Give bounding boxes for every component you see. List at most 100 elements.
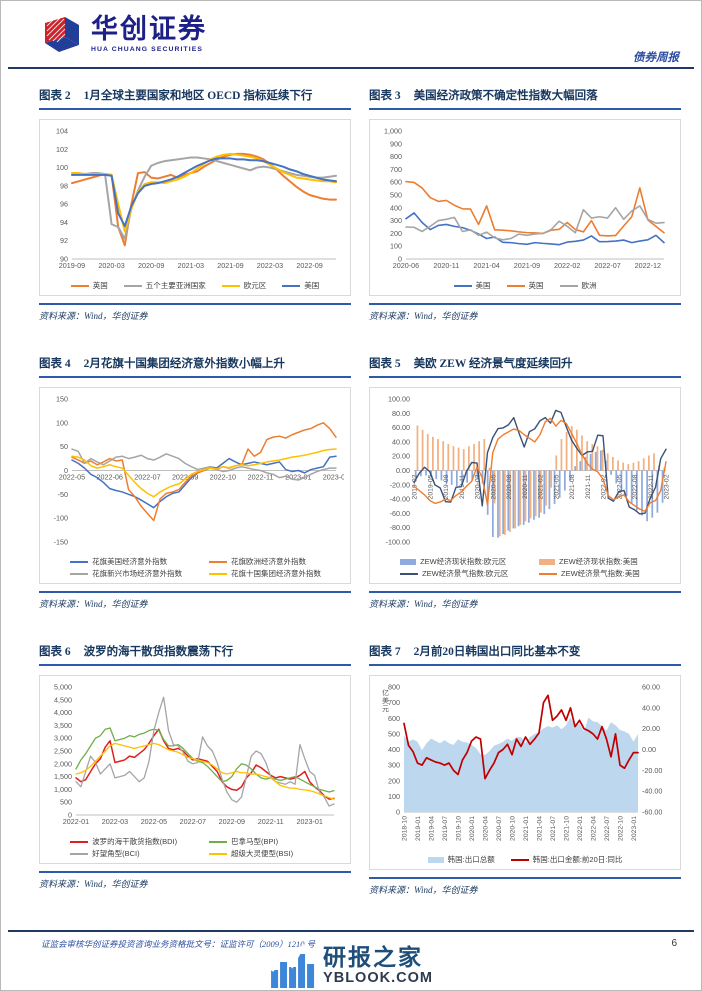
legend-line-swatch <box>559 284 578 287</box>
legend-label: ZEW经济现状指数:美国 <box>559 557 638 566</box>
legend-label: ZEW经济现状指数:欧元区 <box>420 557 507 566</box>
svg-text:2,000: 2,000 <box>54 759 72 768</box>
svg-text:3,500: 3,500 <box>54 721 72 730</box>
legend-line-swatch <box>209 560 227 563</box>
chart-legend: 美国 英国 欧洲 <box>374 279 676 295</box>
svg-text:800: 800 <box>390 152 402 161</box>
legend-line-swatch <box>123 284 142 287</box>
chart-box-us-epu: 0 100 200 300 400 500 600 700 800 900 1,000 2020-06… <box>369 119 681 296</box>
legend-item: 五个主要亚洲国家 <box>123 280 206 291</box>
legend-line-swatch <box>221 284 240 287</box>
svg-text:600: 600 <box>388 714 400 723</box>
chart-box-oecd-cli: 90 92 94 96 98 100 102 104 2019-09 2020-03 2020-09… <box>39 119 351 296</box>
svg-text:2021-03: 2021-03 <box>178 261 204 270</box>
svg-text:600: 600 <box>390 178 402 187</box>
legend-swatch <box>400 558 417 565</box>
legend-label: 花旗十国集团经济意外指数 <box>231 569 321 578</box>
brand-name-cn: 华创证券 <box>91 14 207 44</box>
svg-text:2022-09: 2022-09 <box>296 261 322 270</box>
chart-box-zew: -100.00 -80.00 -60.00 -40.00 -20.00 0.00 20.00… <box>369 387 681 584</box>
legend-label: 巴拿马型(BPI) <box>231 837 279 846</box>
svg-text:-40.00: -40.00 <box>390 495 410 504</box>
svg-text:2019-05: 2019-05 <box>427 474 434 499</box>
legend-item: ZEW经济现状指数:美国 <box>525 556 664 567</box>
svg-text:2022-07: 2022-07 <box>594 261 620 270</box>
svg-text:2022-07: 2022-07 <box>180 817 206 826</box>
svg-text:2020-05: 2020-05 <box>490 474 497 499</box>
chart-legend: 韩国:出口总额 韩国:出口金额:前20日:同比 <box>374 853 676 869</box>
svg-text:2021-11: 2021-11 <box>585 474 592 499</box>
svg-text:2019-04: 2019-04 <box>429 816 436 841</box>
legend-item: 英国 <box>70 280 108 291</box>
svg-text:2022-10: 2022-10 <box>618 816 625 841</box>
svg-text:100: 100 <box>56 163 68 172</box>
chart-legend: 波罗的海干散货指数(BDI) 巴拿马型(BPI) 好望角型(BCI) 超级大灵便型(B… <box>44 835 346 863</box>
legend-line-swatch <box>453 284 472 287</box>
legend-label: ZEW经济景气指数:美国 <box>561 569 640 578</box>
figure-title: 图表 3 美国经济政策不确定性指数大幅回落 <box>369 87 681 110</box>
svg-text:100.00: 100.00 <box>388 395 410 404</box>
svg-text:2022-04: 2022-04 <box>591 816 598 841</box>
svg-text:2023-02: 2023-02 <box>323 473 344 482</box>
svg-text:900: 900 <box>390 139 402 148</box>
legend-label: 美国 <box>304 281 320 290</box>
citi-surprise-chart: -150 -100 -50 0 50 100 150 2022-05 2022-06 2022-0… <box>44 392 350 583</box>
svg-text:-100.00: -100.00 <box>386 538 410 547</box>
svg-text:40.00: 40.00 <box>392 437 410 446</box>
svg-text:60.00: 60.00 <box>642 683 660 692</box>
svg-text:2020-07: 2020-07 <box>496 816 503 841</box>
figure-bottom-rule <box>39 871 351 873</box>
svg-text:2022-05: 2022-05 <box>141 817 167 826</box>
svg-text:0: 0 <box>64 466 68 475</box>
legend-label: 美国 <box>475 281 491 290</box>
svg-text:2021-08: 2021-08 <box>569 474 576 499</box>
svg-text:2021-07: 2021-07 <box>550 816 557 841</box>
svg-text:94: 94 <box>60 218 68 227</box>
legend-item: 花旗新兴市场经济意外指数 <box>56 568 195 579</box>
svg-text:2020-04: 2020-04 <box>483 816 490 841</box>
figure-source: 资料来源：Wind，华创证券 <box>39 311 148 321</box>
license-text: 证监会审核华创证券投资咨询业务资格批文号：证监许可（2009）1210 号 <box>41 939 316 949</box>
svg-text:2021-10: 2021-10 <box>564 816 571 841</box>
legend-line-swatch <box>209 840 227 843</box>
svg-text:2022-08: 2022-08 <box>632 474 639 499</box>
chart-box-bdi: 0 500 1,000 1,500 2,000 2,500 3,000 3,500 4,000 4… <box>39 675 351 864</box>
korea-exports-chart: 0 100 200 300 400 500 600 700 800 -60.00 -40.00 -20… <box>374 680 676 869</box>
figure-bottom-rule <box>369 877 681 879</box>
svg-text:2020-02: 2020-02 <box>475 474 482 499</box>
figure-label: 图表 5 <box>369 358 401 370</box>
figure-bdi: 图表 6 波罗的海干散货指数震荡下行 0 500 1,000 1,500 2,000 2,50… <box>39 643 351 896</box>
legend-item: 花旗十国集团经济意外指数 <box>195 568 334 579</box>
legend-line-swatch <box>209 852 227 855</box>
svg-text:80.00: 80.00 <box>392 409 410 418</box>
svg-text:2019-08: 2019-08 <box>443 474 450 499</box>
figure-grid: 图表 2 1月全球主要国家和地区 OECD 指标延续下行 90 92 94 96 98 100… <box>1 69 701 929</box>
svg-text:100: 100 <box>56 418 68 427</box>
svg-text:2019-11: 2019-11 <box>459 474 466 499</box>
svg-text:2021-05: 2021-05 <box>553 474 560 499</box>
legend-item: 花旗美国经济意外指数 <box>56 556 195 567</box>
chart-legend: 英国 五个主要亚洲国家 欧元区 美国 <box>44 279 346 295</box>
svg-text:-40.00: -40.00 <box>642 787 662 796</box>
legend-line-swatch <box>70 572 89 575</box>
svg-text:0: 0 <box>68 811 72 820</box>
figure-title: 图表 5 美欧 ZEW 经济景气度延续回升 <box>369 355 681 378</box>
svg-text:2022-07: 2022-07 <box>604 816 611 841</box>
figure-title-text: 美欧 ZEW 经济景气度延续回升 <box>413 358 573 370</box>
legend-item: 美国 <box>282 280 319 291</box>
legend-line-swatch <box>70 560 89 563</box>
svg-text:2019-09: 2019-09 <box>59 261 85 270</box>
huachuang-cube-icon <box>45 17 79 52</box>
chart-canvas: 0 100 200 300 400 500 600 700 800 -60.00 -40.00 -20… <box>382 683 662 841</box>
brand-name-en: HUA CHUANG SECURITIES <box>91 46 203 53</box>
svg-text:104: 104 <box>56 127 68 136</box>
svg-text:2022-02: 2022-02 <box>554 261 580 270</box>
svg-text:-150: -150 <box>54 538 68 547</box>
page-footer: 证监会审核华创证券投资咨询业务资格批文号：证监许可（2009）1210 号 6 … <box>1 930 701 990</box>
svg-text:500: 500 <box>390 191 402 200</box>
svg-text:2020-01: 2020-01 <box>469 816 476 841</box>
svg-text:2022-09: 2022-09 <box>219 817 245 826</box>
svg-text:150: 150 <box>56 395 68 404</box>
figure-title: 图表 4 2月花旗十国集团经济意外指数小幅上升 <box>39 355 351 378</box>
brand-text: 华创证券 HUA CHUANG SECURITIES <box>91 14 207 53</box>
